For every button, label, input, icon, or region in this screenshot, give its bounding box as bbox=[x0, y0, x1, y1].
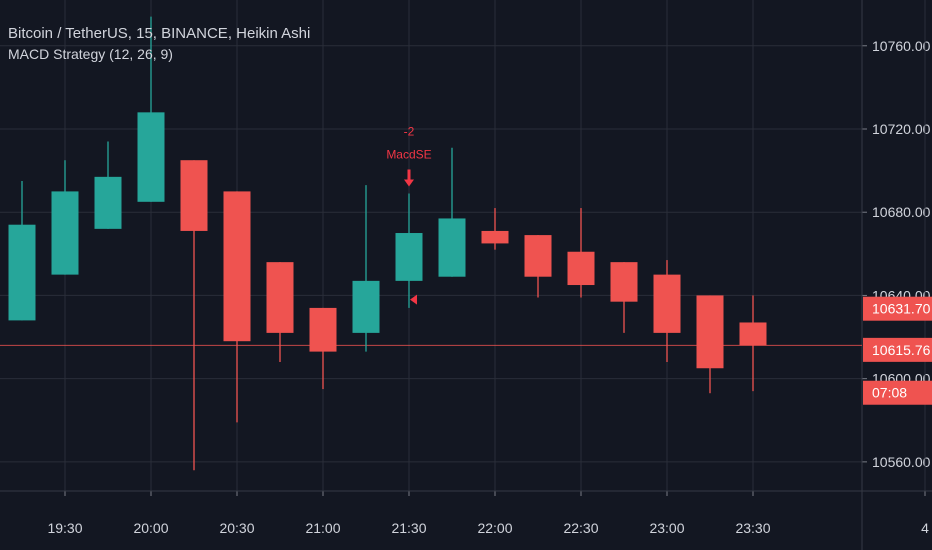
x-tick-label: 21:30 bbox=[391, 520, 426, 536]
x-tick-label: 23:30 bbox=[735, 520, 770, 536]
candle-body-down[interactable] bbox=[610, 262, 638, 302]
candle-body-down[interactable] bbox=[739, 322, 767, 346]
candle-body-up[interactable] bbox=[51, 191, 79, 275]
price-label-bg bbox=[863, 337, 932, 362]
candle-body-up[interactable] bbox=[94, 176, 122, 229]
signal-arrow-head bbox=[404, 179, 414, 187]
price-label-bg bbox=[863, 380, 932, 405]
candle-body-down[interactable] bbox=[524, 235, 552, 277]
candle-body-up[interactable] bbox=[352, 280, 380, 333]
price-label-text: 10615.76 bbox=[872, 342, 931, 358]
candle-body-up[interactable] bbox=[137, 112, 165, 202]
x-tick-label: 22:30 bbox=[563, 520, 598, 536]
candle-body-down[interactable] bbox=[481, 230, 509, 244]
candle-body-down[interactable] bbox=[696, 295, 724, 369]
candle-body-down[interactable] bbox=[180, 160, 208, 231]
price-label-text: 10631.70 bbox=[872, 301, 931, 317]
candle-body-down[interactable] bbox=[653, 274, 681, 333]
price-label-text: 07:08 bbox=[872, 385, 907, 401]
candle-body-up[interactable] bbox=[438, 218, 466, 277]
candle-body-down[interactable] bbox=[567, 251, 595, 286]
symbol-title[interactable]: Bitcoin / TetherUS, 15, BINANCE, Heikin … bbox=[8, 25, 311, 42]
candle-body-up[interactable] bbox=[395, 233, 423, 281]
y-tick-label: 10560.00 bbox=[872, 454, 931, 470]
x-tick-label: 20:00 bbox=[133, 520, 168, 536]
candle-body-up[interactable] bbox=[8, 224, 36, 321]
y-tick-label: 10680.00 bbox=[872, 204, 931, 220]
x-tick-label: 23:00 bbox=[649, 520, 684, 536]
price-label-bg bbox=[863, 296, 932, 321]
candle-body-down[interactable] bbox=[223, 191, 251, 342]
candle-body-down[interactable] bbox=[266, 262, 294, 333]
x-tick-label: 20:30 bbox=[219, 520, 254, 536]
signal-count-label: -2 bbox=[404, 124, 415, 138]
x-tick-label: 19:30 bbox=[47, 520, 82, 536]
candle-body-down[interactable] bbox=[309, 307, 337, 352]
chart-legend: Bitcoin / TetherUS, 15, BINANCE, Heikin … bbox=[8, 24, 310, 64]
y-tick-label: 10760.00 bbox=[872, 38, 931, 54]
signal-name-label: MacdSE bbox=[386, 147, 431, 161]
strategy-title[interactable]: MACD Strategy (12, 26, 9) bbox=[8, 46, 173, 62]
signal-exit-marker bbox=[410, 294, 417, 305]
x-tick-label: 22:00 bbox=[477, 520, 512, 536]
x-tick-label: 21:00 bbox=[305, 520, 340, 536]
y-tick-label: 10720.00 bbox=[872, 121, 931, 137]
x-tick-label: 4 bbox=[921, 520, 929, 536]
